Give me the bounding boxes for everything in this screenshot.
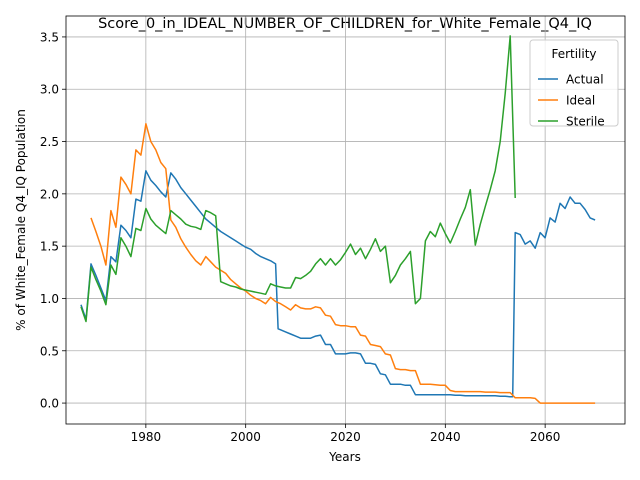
legend-label-actual: Actual (566, 73, 604, 87)
series-lines (80, 35, 596, 404)
y-axis-label: % of White_Female Q4_IQ Population (14, 109, 28, 331)
chart-title: Score_0_in_IDEAL_NUMBER_OF_CHILDREN_for_… (98, 16, 592, 32)
y-axis: 0.0 0.5 1.0 1.5 2.0 2.5 3.0 3.5 (40, 30, 66, 411)
legend: Fertility Actual Ideal Sterile (529, 39, 619, 129)
y-tick-label: 2.0 (40, 187, 59, 201)
y-tick-label: 0.5 (40, 344, 59, 358)
grid-lines (66, 16, 625, 424)
y-tick-label: 3.0 (40, 83, 59, 97)
x-axis-label: Years (328, 450, 361, 464)
x-tick-label: 1980 (131, 430, 162, 444)
y-tick-label: 1.0 (40, 292, 59, 306)
legend-title: Fertility (551, 47, 596, 61)
y-tick-label: 1.5 (40, 240, 59, 254)
legend-box (529, 39, 619, 127)
x-tick-label: 2020 (330, 430, 361, 444)
x-tick-label: 2060 (530, 430, 561, 444)
x-axis: 1980 2000 2020 2040 2060 (131, 424, 561, 444)
legend-items: Actual Ideal Sterile (538, 73, 605, 129)
x-tick-label: 2040 (430, 430, 461, 444)
series-line-sterile (80, 35, 516, 323)
y-tick-label: 3.5 (40, 30, 59, 44)
series-line-ideal (90, 123, 596, 404)
y-tick-label: 2.5 (40, 135, 59, 149)
legend-label-ideal: Ideal (566, 94, 595, 108)
x-tick-label: 2000 (230, 430, 261, 444)
legend-label-sterile: Sterile (566, 115, 605, 129)
series-line-actual (80, 170, 596, 398)
y-tick-label: 0.0 (40, 397, 59, 411)
